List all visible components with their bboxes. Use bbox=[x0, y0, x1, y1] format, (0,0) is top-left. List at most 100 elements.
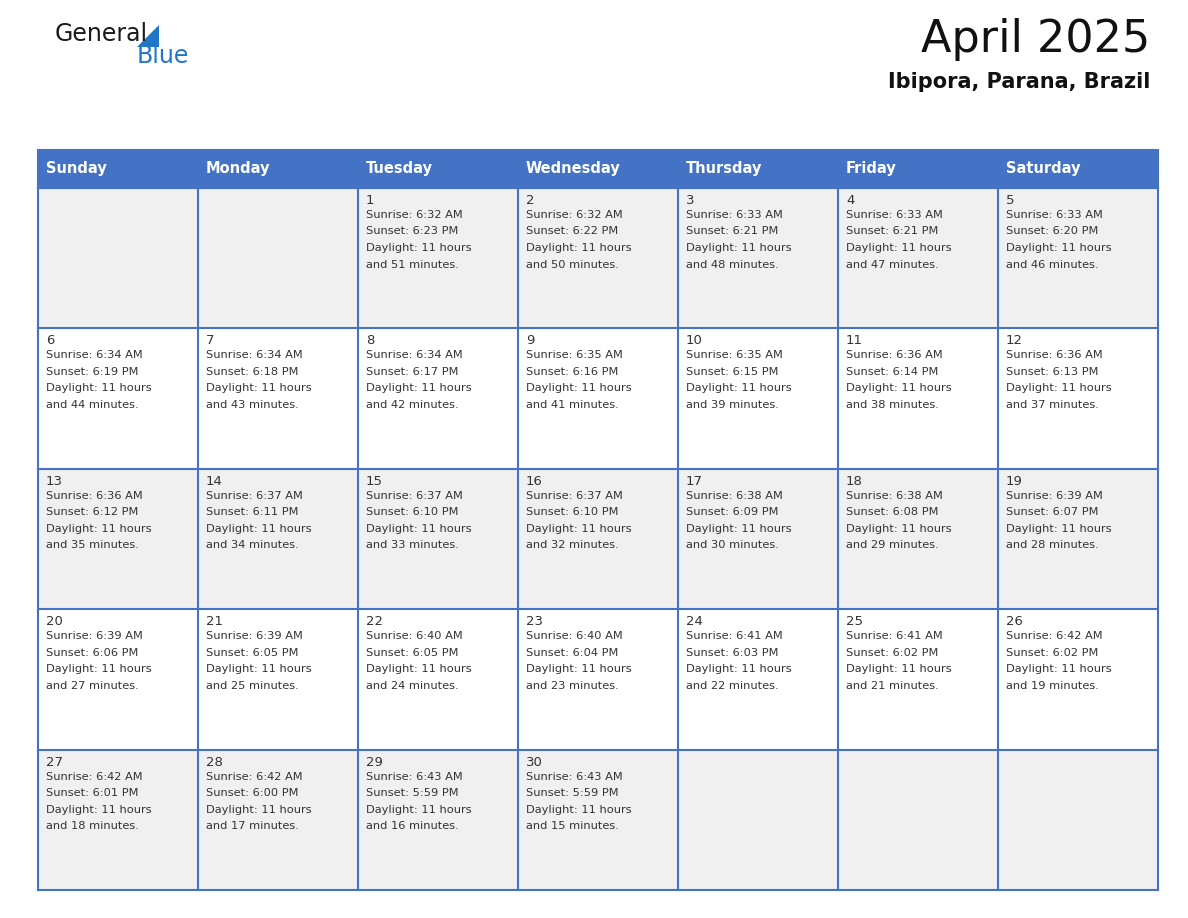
Bar bbox=[838, 469, 998, 610]
Bar bbox=[518, 469, 678, 610]
Bar bbox=[678, 750, 838, 890]
Text: and 47 minutes.: and 47 minutes. bbox=[846, 260, 939, 270]
Text: 23: 23 bbox=[526, 615, 543, 628]
Text: Sunset: 6:10 PM: Sunset: 6:10 PM bbox=[366, 508, 459, 518]
Text: Sunset: 6:12 PM: Sunset: 6:12 PM bbox=[46, 508, 138, 518]
Bar bbox=[998, 188, 1158, 329]
Text: Monday: Monday bbox=[206, 162, 271, 176]
Bar bbox=[518, 329, 678, 469]
Text: and 34 minutes.: and 34 minutes. bbox=[206, 541, 298, 550]
Text: Sunrise: 6:42 AM: Sunrise: 6:42 AM bbox=[46, 772, 143, 781]
Text: Sunset: 6:17 PM: Sunset: 6:17 PM bbox=[366, 367, 459, 377]
Text: Sunset: 6:18 PM: Sunset: 6:18 PM bbox=[206, 367, 298, 377]
Text: Daylight: 11 hours: Daylight: 11 hours bbox=[685, 665, 791, 674]
Text: Sunrise: 6:33 AM: Sunrise: 6:33 AM bbox=[685, 210, 783, 220]
Bar bbox=[838, 329, 998, 469]
Text: and 25 minutes.: and 25 minutes. bbox=[206, 681, 298, 690]
Text: Sunrise: 6:33 AM: Sunrise: 6:33 AM bbox=[846, 210, 943, 220]
Bar bbox=[198, 750, 358, 890]
Text: and 42 minutes.: and 42 minutes. bbox=[366, 400, 459, 410]
Text: Sunset: 6:06 PM: Sunset: 6:06 PM bbox=[46, 648, 138, 657]
Text: Blue: Blue bbox=[137, 44, 189, 68]
Text: 27: 27 bbox=[46, 756, 63, 768]
Bar bbox=[38, 750, 198, 890]
Text: and 15 minutes.: and 15 minutes. bbox=[526, 821, 619, 831]
Text: 17: 17 bbox=[685, 475, 703, 487]
Bar bbox=[198, 329, 358, 469]
Text: Sunset: 6:13 PM: Sunset: 6:13 PM bbox=[1006, 367, 1099, 377]
Text: 22: 22 bbox=[366, 615, 383, 628]
Text: Sunrise: 6:36 AM: Sunrise: 6:36 AM bbox=[1006, 351, 1102, 361]
Text: Daylight: 11 hours: Daylight: 11 hours bbox=[1006, 384, 1112, 394]
Bar bbox=[198, 469, 358, 610]
Text: Sunset: 5:59 PM: Sunset: 5:59 PM bbox=[526, 788, 619, 798]
Text: Sunrise: 6:43 AM: Sunrise: 6:43 AM bbox=[526, 772, 623, 781]
Text: Sunset: 6:08 PM: Sunset: 6:08 PM bbox=[846, 508, 939, 518]
Text: Daylight: 11 hours: Daylight: 11 hours bbox=[206, 804, 311, 814]
Text: Sunset: 6:22 PM: Sunset: 6:22 PM bbox=[526, 227, 618, 237]
Text: Sunset: 6:16 PM: Sunset: 6:16 PM bbox=[526, 367, 619, 377]
Text: 29: 29 bbox=[366, 756, 383, 768]
Text: Daylight: 11 hours: Daylight: 11 hours bbox=[846, 524, 952, 533]
Text: 8: 8 bbox=[366, 334, 374, 347]
Text: and 35 minutes.: and 35 minutes. bbox=[46, 541, 139, 550]
Text: and 44 minutes.: and 44 minutes. bbox=[46, 400, 139, 410]
Bar bbox=[998, 469, 1158, 610]
Text: 6: 6 bbox=[46, 334, 55, 347]
Text: Daylight: 11 hours: Daylight: 11 hours bbox=[526, 804, 632, 814]
Text: Daylight: 11 hours: Daylight: 11 hours bbox=[366, 243, 472, 253]
Text: 25: 25 bbox=[846, 615, 862, 628]
Bar bbox=[358, 188, 518, 329]
Text: Daylight: 11 hours: Daylight: 11 hours bbox=[685, 524, 791, 533]
Text: and 28 minutes.: and 28 minutes. bbox=[1006, 541, 1099, 550]
Text: 14: 14 bbox=[206, 475, 223, 487]
Bar bbox=[838, 610, 998, 750]
Text: Sunset: 6:19 PM: Sunset: 6:19 PM bbox=[46, 367, 139, 377]
Text: Sunrise: 6:35 AM: Sunrise: 6:35 AM bbox=[526, 351, 623, 361]
Text: Sunset: 6:14 PM: Sunset: 6:14 PM bbox=[846, 367, 939, 377]
Text: Daylight: 11 hours: Daylight: 11 hours bbox=[526, 243, 632, 253]
Text: 1: 1 bbox=[366, 194, 374, 207]
Text: Daylight: 11 hours: Daylight: 11 hours bbox=[1006, 243, 1112, 253]
Text: Sunset: 6:11 PM: Sunset: 6:11 PM bbox=[206, 508, 298, 518]
Text: 26: 26 bbox=[1006, 615, 1023, 628]
Text: Sunset: 6:03 PM: Sunset: 6:03 PM bbox=[685, 648, 778, 657]
Bar bbox=[678, 150, 838, 188]
Bar bbox=[518, 188, 678, 329]
Text: Daylight: 11 hours: Daylight: 11 hours bbox=[1006, 524, 1112, 533]
Text: Daylight: 11 hours: Daylight: 11 hours bbox=[685, 384, 791, 394]
Text: Sunset: 6:15 PM: Sunset: 6:15 PM bbox=[685, 367, 778, 377]
Text: 4: 4 bbox=[846, 194, 854, 207]
Bar bbox=[838, 750, 998, 890]
Text: Sunrise: 6:33 AM: Sunrise: 6:33 AM bbox=[1006, 210, 1102, 220]
Text: and 29 minutes.: and 29 minutes. bbox=[846, 541, 939, 550]
Text: 11: 11 bbox=[846, 334, 862, 347]
Text: Sunset: 6:05 PM: Sunset: 6:05 PM bbox=[366, 648, 459, 657]
Text: and 19 minutes.: and 19 minutes. bbox=[1006, 681, 1099, 690]
Text: Sunset: 6:07 PM: Sunset: 6:07 PM bbox=[1006, 508, 1099, 518]
Text: Daylight: 11 hours: Daylight: 11 hours bbox=[685, 243, 791, 253]
Text: Daylight: 11 hours: Daylight: 11 hours bbox=[526, 524, 632, 533]
Text: Daylight: 11 hours: Daylight: 11 hours bbox=[206, 384, 311, 394]
Text: Sunrise: 6:32 AM: Sunrise: 6:32 AM bbox=[366, 210, 463, 220]
Text: Sunrise: 6:40 AM: Sunrise: 6:40 AM bbox=[526, 632, 623, 641]
Text: 9: 9 bbox=[526, 334, 535, 347]
Text: Sunrise: 6:37 AM: Sunrise: 6:37 AM bbox=[526, 491, 623, 501]
Text: Sunset: 6:05 PM: Sunset: 6:05 PM bbox=[206, 648, 298, 657]
Bar bbox=[838, 188, 998, 329]
Text: Ibipora, Parana, Brazil: Ibipora, Parana, Brazil bbox=[887, 72, 1150, 92]
Text: 30: 30 bbox=[526, 756, 543, 768]
Text: 21: 21 bbox=[206, 615, 223, 628]
Text: Daylight: 11 hours: Daylight: 11 hours bbox=[1006, 665, 1112, 674]
Text: Sunrise: 6:39 AM: Sunrise: 6:39 AM bbox=[206, 632, 303, 641]
Text: 12: 12 bbox=[1006, 334, 1023, 347]
Text: Sunset: 6:09 PM: Sunset: 6:09 PM bbox=[685, 508, 778, 518]
Text: 24: 24 bbox=[685, 615, 703, 628]
Bar bbox=[358, 469, 518, 610]
Text: Sunrise: 6:39 AM: Sunrise: 6:39 AM bbox=[46, 632, 143, 641]
Text: Sunrise: 6:41 AM: Sunrise: 6:41 AM bbox=[846, 632, 943, 641]
Text: 10: 10 bbox=[685, 334, 703, 347]
Bar bbox=[358, 329, 518, 469]
Text: and 51 minutes.: and 51 minutes. bbox=[366, 260, 459, 270]
Bar bbox=[358, 750, 518, 890]
